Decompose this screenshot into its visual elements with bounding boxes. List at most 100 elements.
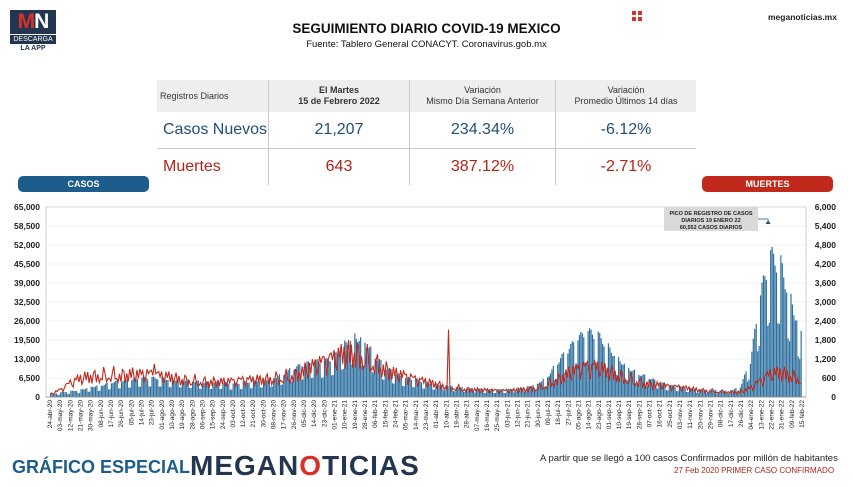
- case-bar: [341, 369, 343, 397]
- case-bar: [83, 389, 85, 397]
- case-bar: [778, 323, 780, 397]
- case-bar: [757, 351, 759, 397]
- case-bar: [586, 362, 588, 397]
- case-bar: [197, 380, 199, 397]
- case-bar: [664, 383, 666, 397]
- case-bar: [218, 382, 220, 397]
- case-bar: [380, 360, 382, 397]
- case-bar: [615, 374, 617, 397]
- summary-table: Registros Diarios El Martes 15 de Febrero…: [157, 80, 696, 185]
- case-bar: [364, 342, 366, 397]
- case-bar: [110, 383, 113, 397]
- site-link[interactable]: meganoticias.mx: [768, 12, 837, 22]
- case-bar: [205, 382, 207, 397]
- case-bar: [93, 387, 95, 397]
- case-bar: [515, 392, 517, 397]
- case-bar: [415, 378, 417, 397]
- case-bar: [674, 386, 676, 397]
- case-bar: [226, 382, 228, 397]
- case-bar: [223, 381, 226, 397]
- case-bar: [84, 389, 86, 397]
- case-bar: [448, 386, 450, 397]
- x-axis-labels: 24-abr-20 03-may-20 12-may-20 21-may-20 30-m…: [46, 396, 806, 431]
- case-bar: [329, 361, 331, 397]
- case-bar: [241, 389, 243, 397]
- case-bar: [449, 386, 452, 397]
- case-bar: [467, 388, 469, 397]
- case-bar: [636, 383, 638, 397]
- annotation-text: DIARIOS 19 ENERO 22: [681, 218, 740, 224]
- case-bar: [399, 374, 401, 397]
- case-bar: [373, 373, 375, 397]
- case-bar: [477, 389, 479, 397]
- summary-header-label: Registros Diarios: [157, 80, 269, 112]
- case-bar: [465, 388, 468, 397]
- case-bar: [445, 385, 447, 397]
- case-bar: [677, 391, 679, 397]
- case-bar: [245, 381, 247, 397]
- case-bar: [564, 373, 566, 397]
- case-bar: [513, 392, 515, 397]
- footnote-threshold: A partir que se llegó a 100 casos Confir…: [540, 453, 838, 464]
- case-bar: [759, 295, 762, 397]
- case-bar: [713, 390, 715, 397]
- case-bar: [719, 390, 721, 397]
- x-tick-label: 19-ene-21: [352, 400, 359, 430]
- case-bar: [281, 384, 283, 397]
- date-line2: 15 de Febrero 2022: [298, 96, 380, 106]
- case-bar: [305, 364, 307, 397]
- x-tick-label: 29-nov-21: [708, 400, 715, 430]
- case-bar: [462, 391, 465, 397]
- case-bar: [170, 387, 172, 397]
- case-bar: [436, 384, 439, 397]
- case-bar: [531, 386, 533, 397]
- case-bar: [309, 362, 311, 397]
- case-bar: [113, 381, 115, 397]
- case-bar: [326, 358, 328, 397]
- case-bar: [629, 370, 631, 397]
- case-bar: [723, 390, 725, 397]
- case-bar: [262, 378, 265, 397]
- case-bar: [780, 255, 782, 397]
- x-tick-label: 06-feb-21: [372, 400, 379, 428]
- case-bar: [596, 363, 598, 397]
- case-bar: [404, 378, 407, 397]
- case-bar: [268, 378, 270, 397]
- x-tick-label: 03-jun-21: [504, 400, 511, 428]
- case-bar: [728, 393, 730, 397]
- case-bar: [391, 383, 394, 397]
- case-bar: [74, 391, 76, 397]
- case-bar: [331, 375, 333, 397]
- x-tick-label: 24-feb-21: [393, 400, 400, 428]
- case-bar: [707, 392, 709, 397]
- case-bar: [470, 387, 472, 397]
- case-bar: [286, 372, 288, 397]
- case-bar: [745, 371, 747, 397]
- footer-special: GRÁFICO ESPECIAL: [12, 457, 191, 477]
- case-bar: [496, 389, 498, 397]
- case-bar: [381, 379, 383, 397]
- case-bar: [354, 333, 356, 397]
- case-bar: [54, 393, 56, 397]
- case-bar: [181, 379, 184, 397]
- case-bar: [691, 388, 694, 397]
- case-bar: [631, 371, 633, 397]
- x-tick-label: 26-jun-20: [118, 400, 125, 428]
- x-tick-label: 30-jun-21: [535, 400, 542, 428]
- case-bar: [283, 374, 285, 397]
- case-bar: [339, 352, 341, 397]
- x-tick-label: 05-dic-20: [301, 400, 308, 427]
- case-bar: [610, 352, 612, 397]
- case-bar: [161, 376, 163, 397]
- var2-line2: Promedio Últimos 14 días: [574, 96, 678, 106]
- case-bar: [402, 385, 404, 397]
- case-bar: [94, 386, 97, 397]
- case-bar: [451, 385, 453, 397]
- case-bar: [675, 391, 678, 397]
- x-tick-label: 26-nov-20: [291, 400, 298, 430]
- grid-icon[interactable]: [631, 10, 643, 22]
- case-bar: [347, 345, 349, 397]
- case-bar: [394, 374, 397, 397]
- brand-post: TICIAS: [322, 450, 420, 481]
- case-bar: [626, 380, 628, 397]
